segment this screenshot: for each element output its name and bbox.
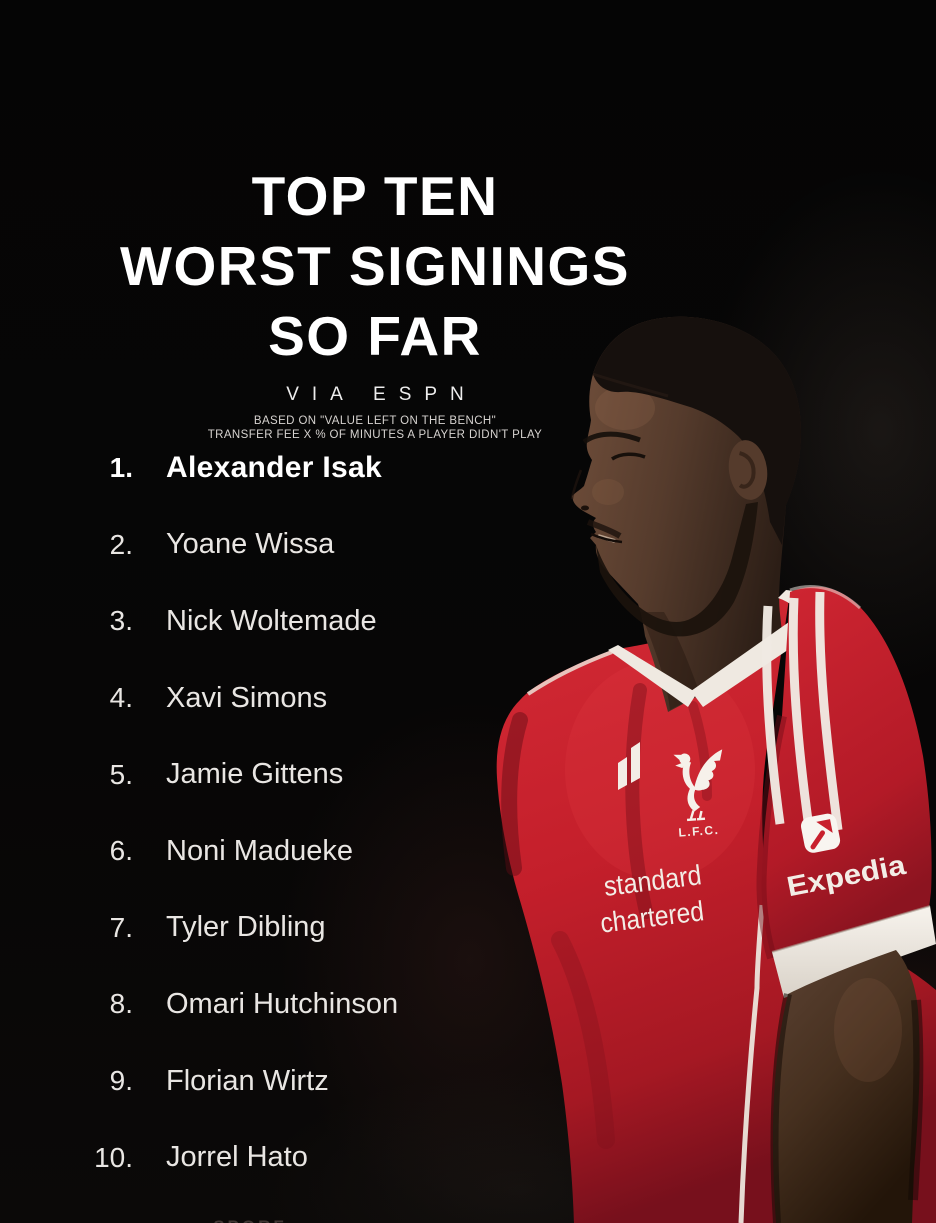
crest-lfc-label: L.F.C. xyxy=(678,823,720,840)
club-crest: L.F.C. xyxy=(673,749,723,840)
ear xyxy=(728,440,768,500)
jersey-side-seam xyxy=(738,904,765,1223)
sleeve-cuff xyxy=(772,906,936,998)
player-head xyxy=(570,316,801,712)
adidas-stripes xyxy=(762,591,843,831)
adidas-logo xyxy=(618,742,640,790)
shirt-sleeve: Expedia xyxy=(756,585,932,960)
player-arm xyxy=(770,950,924,1223)
watermark-sporf: SPORF xyxy=(213,1217,287,1223)
